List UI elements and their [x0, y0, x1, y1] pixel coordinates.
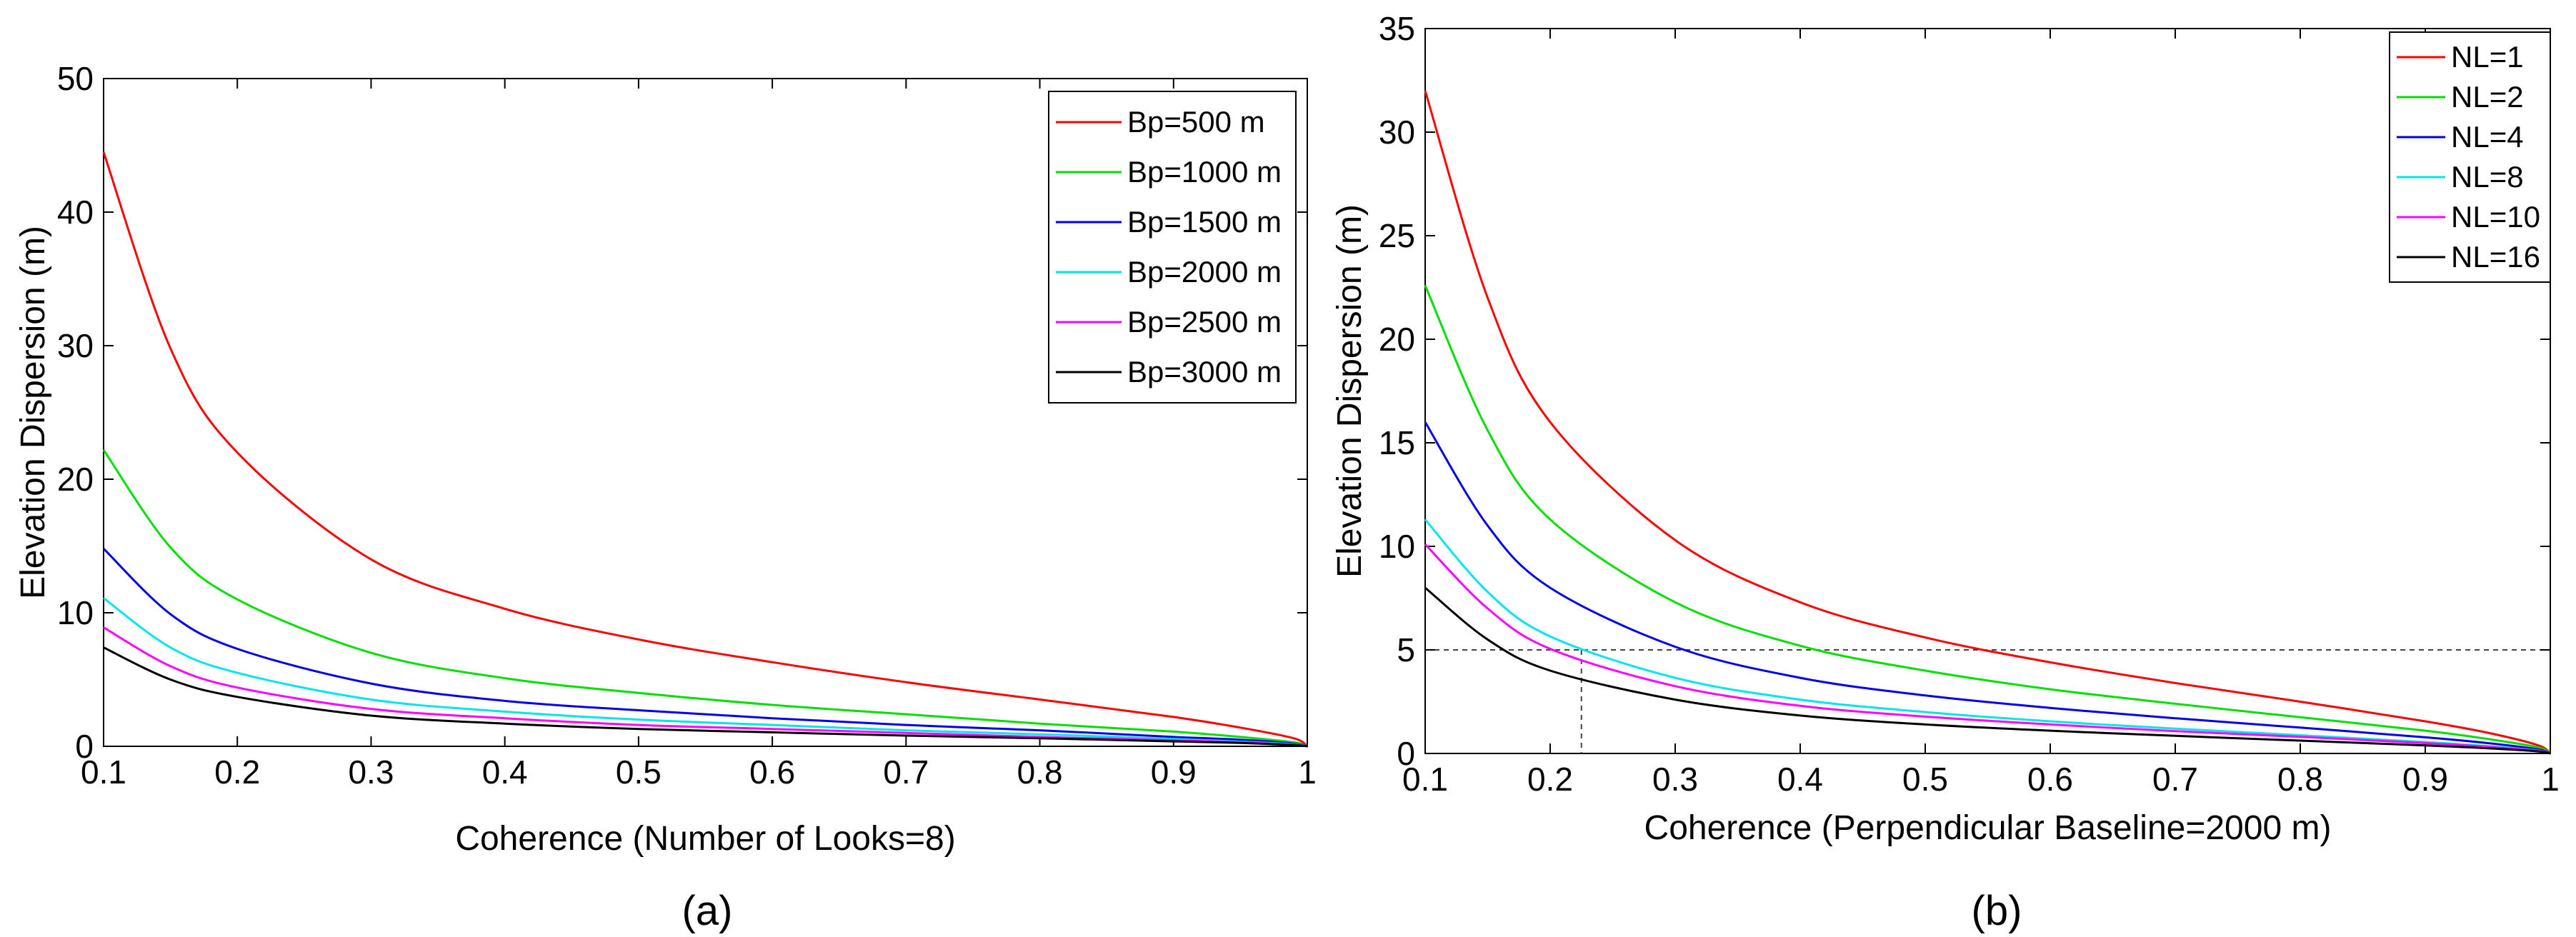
- y-tick-label: 20: [1379, 321, 1415, 358]
- legend-label: Bp=1000 m: [1127, 155, 1282, 189]
- legend-label: NL=4: [2451, 120, 2524, 154]
- x-tick-label: 0.1: [81, 753, 126, 791]
- chart-b: 0.1 0.2 0.3 0.4 0.5 0.6 0.7 0.8 0.9 1051015202530…: [1331, 10, 2560, 934]
- x-tick-label: 0.3: [348, 753, 394, 791]
- y-axis-label: Elevation Dispersion (m): [14, 226, 52, 599]
- x-tick-label: 0.4: [482, 753, 528, 791]
- x-tick-label: 0.4: [1777, 761, 1823, 798]
- plot-frame: [1424, 28, 2551, 754]
- legend-label: Bp=2000 m: [1127, 255, 1282, 289]
- legend-box: [2389, 31, 2551, 283]
- y-tick-label: 0: [1397, 735, 1415, 772]
- legend-label: Bp=1500 m: [1127, 205, 1282, 239]
- x-tick-label: 0.9: [2402, 761, 2448, 798]
- y-tick-label: 0: [75, 728, 94, 765]
- x-tick-label: 1: [2541, 761, 2560, 798]
- y-tick-label: 35: [1379, 10, 1415, 47]
- x-axis-label: Coherence (Number of Looks=8): [455, 820, 955, 858]
- series-line-bp-500-m: [102, 151, 1308, 748]
- series-line-nl-4: [1424, 421, 2551, 755]
- legend-label: NL=8: [2451, 160, 2524, 194]
- x-tick-label: 0.5: [1902, 761, 1948, 798]
- y-axis-label: Elevation Dispersion (m): [1331, 204, 1369, 578]
- series-line-bp-3000-m: [103, 646, 1308, 748]
- series-line-nl-10: [1424, 543, 2551, 755]
- x-tick-label: 0.9: [1151, 753, 1197, 791]
- series-line-nl-2: [1424, 285, 2551, 755]
- y-tick-label: 40: [57, 194, 94, 231]
- legend-box: [1048, 91, 1297, 404]
- legend-label: NL=10: [2451, 200, 2540, 234]
- series-line-bp-2000-m: [103, 597, 1308, 748]
- y-tick-label: 30: [57, 327, 94, 364]
- x-tick-label: 0.2: [1527, 761, 1573, 798]
- legend-label: Bp=3000 m: [1127, 355, 1282, 389]
- x-axis-label: Coherence (Perpendicular Baseline=2000 m…: [1644, 809, 2332, 847]
- x-tick-label: 0.7: [883, 753, 929, 791]
- y-tick-label: 5: [1397, 631, 1415, 668]
- plot-frame: [103, 78, 1308, 747]
- y-tick-label: 30: [1379, 114, 1415, 151]
- panel-caption: (b): [1972, 888, 2022, 934]
- x-tick-label: 0.7: [2152, 761, 2198, 798]
- legend-label: Bp=500 m: [1127, 105, 1265, 139]
- x-tick-label: 0.6: [2027, 761, 2073, 798]
- y-tick-label: 20: [57, 461, 94, 498]
- x-tick-label: 0.1: [1402, 761, 1448, 798]
- y-tick-label: 10: [57, 594, 94, 631]
- legend-label: NL=1: [2451, 40, 2524, 74]
- legend-label: Bp=2500 m: [1127, 305, 1282, 339]
- x-tick-label: 0.2: [214, 753, 260, 791]
- legend-label: NL=2: [2451, 80, 2524, 114]
- x-tick-label: 0.3: [1652, 761, 1698, 798]
- x-tick-label: 1: [1298, 753, 1317, 791]
- series-line-bp-1500-m: [102, 548, 1308, 748]
- y-tick-label: 10: [1379, 528, 1415, 565]
- x-tick-label: 0.8: [2277, 761, 2323, 798]
- series-line-nl-1: [1424, 90, 2551, 755]
- legend-label: NL=16: [2451, 240, 2540, 274]
- chart-a: 0.1 0.2 0.3 0.4 0.5 0.6 0.7 0.8 0.9 101020304050B…: [14, 60, 1317, 934]
- x-tick-label: 0.5: [616, 753, 662, 791]
- panel-caption: (a): [682, 888, 733, 934]
- y-tick-label: 50: [57, 60, 94, 97]
- y-tick-label: 25: [1379, 217, 1415, 254]
- x-tick-label: 0.6: [749, 753, 795, 791]
- series-line-nl-16: [1424, 586, 2551, 755]
- y-tick-label: 15: [1379, 424, 1415, 461]
- x-tick-label: 0.8: [1017, 753, 1063, 791]
- series-line-bp-1000-m: [102, 449, 1308, 748]
